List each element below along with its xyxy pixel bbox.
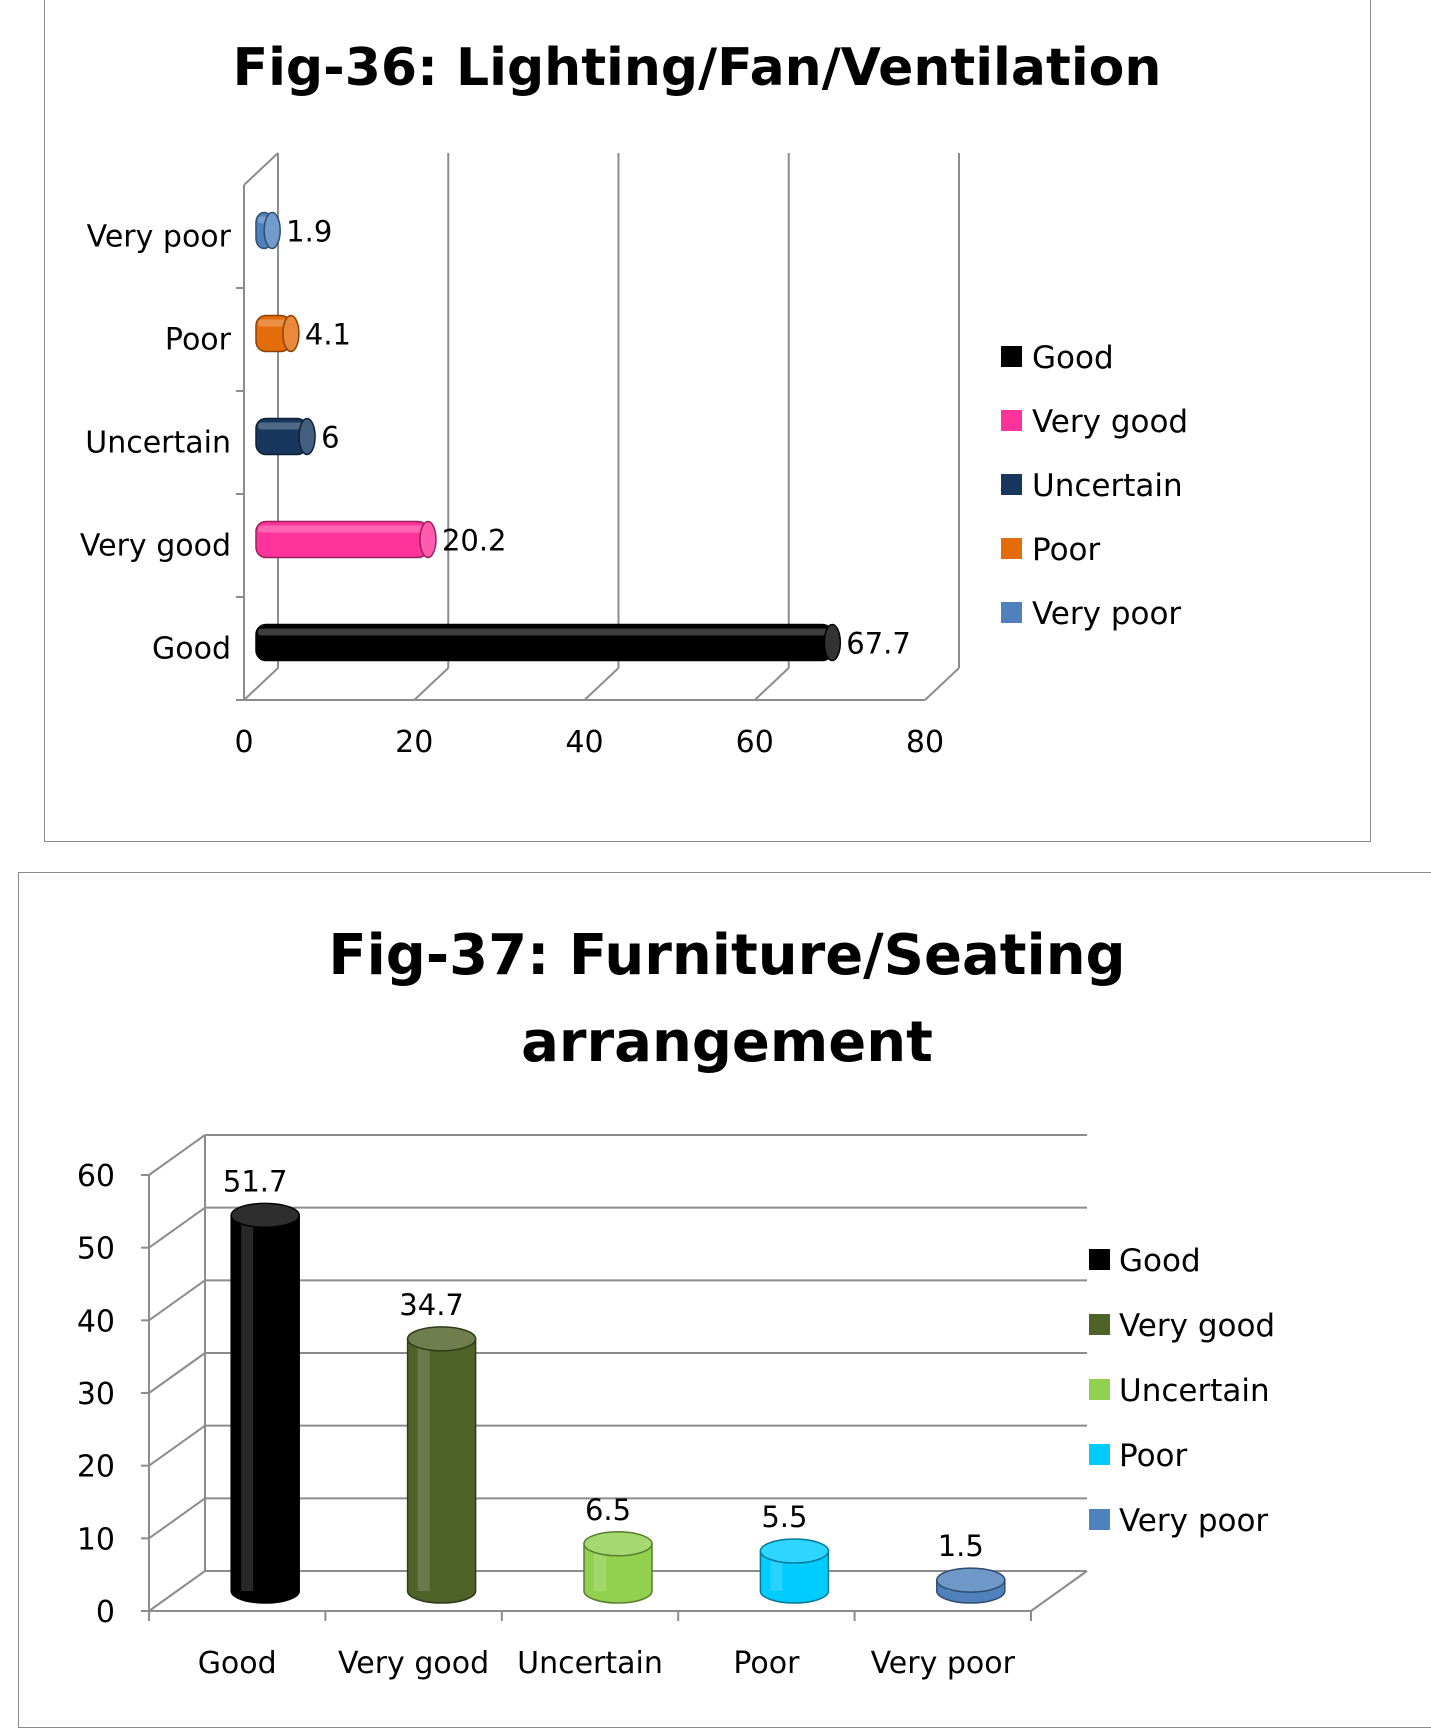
bar-cap xyxy=(759,1538,830,1564)
bar-cap xyxy=(298,417,316,456)
legend-label: Very good xyxy=(1119,1308,1275,1344)
bar-highlight xyxy=(258,319,289,327)
legend-swatch xyxy=(1001,474,1022,495)
chart-title-line2: arrangement xyxy=(521,1010,933,1075)
legend-label: Uncertain xyxy=(1032,468,1183,504)
legend-label: Poor xyxy=(1032,532,1101,568)
bar-cap xyxy=(583,1531,653,1557)
bar-highlight xyxy=(241,1215,254,1591)
legend-label: Poor xyxy=(1119,1438,1188,1474)
chart-fig37: Fig-37: Furniture/Seating arrangement 0 10 2… xyxy=(18,872,1431,1728)
legend-swatch xyxy=(1001,538,1022,559)
legend-swatch xyxy=(1089,1444,1110,1465)
legend-label: Very poor xyxy=(1032,596,1181,632)
floor-right-edge xyxy=(1030,1570,1088,1612)
legend-label: Good xyxy=(1032,340,1114,376)
category-label: Uncertain xyxy=(517,1646,663,1681)
x-tick-label: 20 xyxy=(395,725,433,760)
category-label: Very good xyxy=(80,529,231,564)
y-tick-label: 40 xyxy=(77,1304,115,1339)
data-label: 34.7 xyxy=(399,1288,464,1322)
data-label: 5.5 xyxy=(761,1500,807,1534)
bar-highlight xyxy=(417,1338,430,1591)
data-label: 6.5 xyxy=(585,1493,631,1527)
bar-highlight xyxy=(258,525,426,533)
category-label: Very poor xyxy=(87,220,232,255)
data-label: 4.1 xyxy=(305,318,351,352)
floor-line xyxy=(583,667,620,701)
bar-cap xyxy=(282,314,300,353)
x-tick-label: 80 xyxy=(906,725,944,760)
floor-line xyxy=(754,667,790,701)
wall-top-line xyxy=(243,152,279,186)
legend-label: Very poor xyxy=(1119,1503,1268,1539)
legend-swatch xyxy=(1089,1249,1110,1270)
legend-swatch xyxy=(1089,1379,1110,1400)
wall-slant xyxy=(148,1134,206,1176)
data-label: 20.2 xyxy=(442,524,507,558)
y-tick-label: 10 xyxy=(77,1522,115,1557)
y-tick-label: 0 xyxy=(96,1595,115,1630)
y-tick-label: 60 xyxy=(77,1159,115,1194)
category-label: Poor xyxy=(733,1646,800,1681)
chart-fig36-plot: Fig-36: Lighting/Fan/Ventilation 0 20 40 60 8… xyxy=(80,38,1188,760)
bar-highlight xyxy=(594,1543,606,1591)
wall-slant xyxy=(148,1206,206,1249)
x-tick-label: 60 xyxy=(736,725,774,760)
category-label: Good xyxy=(198,1646,277,1681)
bar-cap xyxy=(406,1326,477,1352)
floor-line xyxy=(243,667,279,701)
chart-fig36: Fig-36: Lighting/Fan/Ventilation 0 20 40 60 8… xyxy=(44,0,1371,842)
y-tick-label: 50 xyxy=(77,1232,115,1267)
bar-cap xyxy=(419,520,437,559)
chart-fig37-plot: Fig-37: Furniture/Seating arrangement 0 10 2… xyxy=(77,923,1275,1681)
floor-line xyxy=(413,667,449,701)
x-tick-label: 40 xyxy=(565,725,603,760)
wall-slant xyxy=(148,1279,206,1322)
x-tick-label: 0 xyxy=(234,725,253,760)
data-label: 51.7 xyxy=(223,1164,288,1198)
bar xyxy=(583,1543,653,1604)
bar xyxy=(759,1550,830,1604)
legend-swatch xyxy=(1001,602,1022,623)
bar xyxy=(406,1338,477,1604)
legend-swatch xyxy=(1001,346,1022,367)
legend-label: Uncertain xyxy=(1119,1373,1270,1409)
legend-label: Good xyxy=(1119,1243,1201,1279)
bar-highlight xyxy=(258,422,306,430)
y-tick-label: 20 xyxy=(77,1450,115,1485)
chart-title: Fig-37: Furniture/Seating xyxy=(328,923,1125,988)
category-label: Very good xyxy=(338,1646,489,1681)
data-label: 67.7 xyxy=(846,627,911,661)
bar xyxy=(230,1214,300,1604)
legend-swatch xyxy=(1089,1509,1110,1530)
category-label: Good xyxy=(152,632,231,667)
bar-cap xyxy=(823,623,842,662)
data-label: 1.5 xyxy=(938,1529,984,1563)
data-label: 6 xyxy=(321,421,339,455)
bar-highlight xyxy=(258,628,831,636)
category-label: Very poor xyxy=(871,1646,1016,1681)
wall-slant xyxy=(148,1424,206,1467)
wall-slant xyxy=(148,1570,206,1612)
wall-slant xyxy=(148,1352,206,1394)
wall-slant xyxy=(148,1497,206,1540)
category-label: Poor xyxy=(165,323,232,358)
legend-swatch xyxy=(1001,410,1022,431)
bar-cap xyxy=(263,211,281,250)
chart-title: Fig-36: Lighting/Fan/Ventilation xyxy=(233,38,1162,98)
floor-line xyxy=(924,667,960,701)
bar-cap xyxy=(936,1567,1006,1593)
legend-swatch xyxy=(1089,1314,1110,1335)
bar-cap xyxy=(230,1202,300,1229)
category-label: Uncertain xyxy=(85,426,231,461)
legend-label: Very good xyxy=(1032,404,1188,440)
data-label: 1.9 xyxy=(286,215,332,249)
y-tick-label: 30 xyxy=(77,1377,115,1412)
